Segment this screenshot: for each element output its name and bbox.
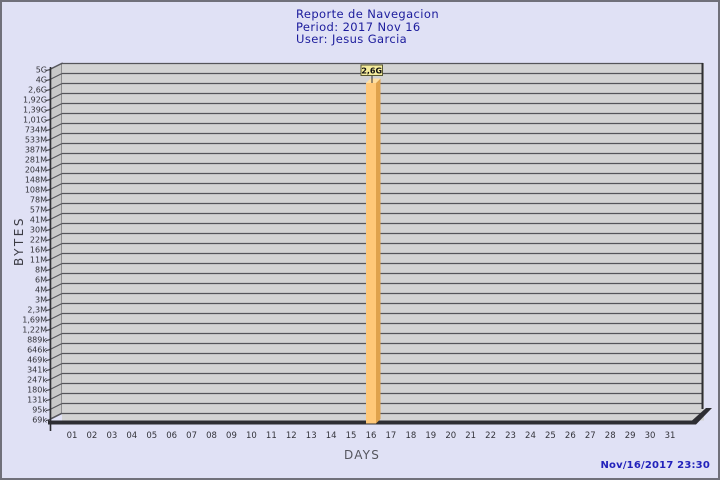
svg-text:95k: 95k bbox=[32, 405, 47, 414]
svg-text:24: 24 bbox=[525, 431, 536, 441]
report-header: Reporte de Navegacion Period: 2017 Nov 1… bbox=[296, 8, 439, 46]
svg-text:1,22M: 1,22M bbox=[22, 325, 47, 334]
svg-text:20: 20 bbox=[445, 431, 456, 441]
svg-text:108M: 108M bbox=[25, 185, 47, 194]
svg-text:6M: 6M bbox=[35, 275, 47, 284]
svg-text:18: 18 bbox=[405, 431, 416, 441]
svg-text:180k: 180k bbox=[27, 385, 47, 394]
svg-text:30M: 30M bbox=[30, 225, 47, 234]
svg-text:204M: 204M bbox=[25, 165, 47, 174]
svg-text:14: 14 bbox=[326, 431, 337, 441]
svg-text:13: 13 bbox=[306, 431, 317, 441]
generated-timestamp: Nov/16/2017 23:30 bbox=[600, 460, 710, 471]
svg-text:4M: 4M bbox=[35, 285, 47, 294]
svg-text:281M: 281M bbox=[25, 155, 47, 164]
svg-text:11: 11 bbox=[266, 431, 277, 441]
plot-area bbox=[62, 63, 704, 421]
svg-text:1,92G: 1,92G bbox=[23, 95, 47, 104]
svg-text:01: 01 bbox=[67, 431, 78, 441]
data-bar-day-16 bbox=[366, 78, 381, 424]
svg-text:2,6G: 2,6G bbox=[361, 66, 382, 75]
svg-text:02: 02 bbox=[87, 431, 98, 441]
svg-text:69k: 69k bbox=[32, 415, 47, 424]
svg-text:2,3M: 2,3M bbox=[27, 305, 47, 314]
report-period: Period: 2017 Nov 16 bbox=[296, 19, 421, 34]
report-title: Reporte de Navegacion bbox=[296, 7, 440, 21]
svg-text:06: 06 bbox=[166, 431, 177, 441]
svg-text:889k: 889k bbox=[27, 335, 47, 344]
svg-text:28: 28 bbox=[605, 431, 616, 441]
svg-text:131k: 131k bbox=[27, 395, 47, 404]
svg-text:22M: 22M bbox=[30, 235, 47, 244]
svg-text:1,39G: 1,39G bbox=[23, 105, 47, 114]
svg-text:08: 08 bbox=[206, 431, 217, 441]
svg-text:57M: 57M bbox=[30, 205, 47, 214]
gridlines bbox=[62, 62, 703, 415]
svg-text:1,69M: 1,69M bbox=[22, 315, 47, 324]
svg-text:4G: 4G bbox=[36, 75, 47, 84]
svg-text:26: 26 bbox=[565, 431, 576, 441]
svg-text:22: 22 bbox=[485, 431, 496, 441]
svg-text:533M: 533M bbox=[25, 135, 47, 144]
svg-text:341k: 341k bbox=[27, 365, 47, 374]
svg-text:29: 29 bbox=[625, 431, 636, 441]
svg-text:25: 25 bbox=[545, 431, 556, 441]
svg-text:12: 12 bbox=[286, 431, 297, 441]
svg-text:19: 19 bbox=[425, 431, 436, 441]
svg-text:30: 30 bbox=[645, 431, 656, 441]
y-axis-title: BYTES bbox=[12, 216, 26, 266]
svg-text:15: 15 bbox=[346, 431, 357, 441]
svg-text:16: 16 bbox=[366, 431, 377, 441]
y-axis-tick-labels: 5G4G2,6G1,92G1,39G1,01G734M533M387M281M2… bbox=[22, 65, 47, 424]
svg-text:734M: 734M bbox=[25, 125, 47, 134]
svg-text:78M: 78M bbox=[30, 195, 47, 204]
svg-text:387M: 387M bbox=[25, 145, 47, 154]
svg-text:07: 07 bbox=[186, 431, 197, 441]
svg-text:27: 27 bbox=[585, 431, 596, 441]
svg-text:1,01G: 1,01G bbox=[23, 115, 47, 124]
svg-text:11M: 11M bbox=[30, 255, 47, 264]
svg-text:469k: 469k bbox=[27, 355, 47, 364]
floor-3d-corner bbox=[692, 408, 712, 425]
svg-text:05: 05 bbox=[146, 431, 157, 441]
svg-text:03: 03 bbox=[106, 431, 117, 441]
svg-text:31: 31 bbox=[665, 431, 676, 441]
svg-text:247k: 247k bbox=[27, 375, 47, 384]
svg-text:5G: 5G bbox=[36, 65, 47, 74]
svg-text:09: 09 bbox=[226, 431, 237, 441]
svg-text:17: 17 bbox=[386, 431, 397, 441]
x-axis-title: DAYS bbox=[343, 448, 381, 462]
svg-text:8M: 8M bbox=[35, 265, 47, 274]
svg-text:10: 10 bbox=[246, 431, 257, 441]
x-axis-tick-labels: 01 02 03 04 05 06 07 08 09 10 11 12 13 14 15 16 17 18 19 20… bbox=[67, 431, 676, 441]
svg-text:646k: 646k bbox=[27, 345, 47, 354]
svg-text:148M: 148M bbox=[25, 175, 47, 184]
svg-text:04: 04 bbox=[126, 431, 137, 441]
svg-text:3M: 3M bbox=[35, 295, 47, 304]
svg-text:2,6G: 2,6G bbox=[28, 85, 47, 94]
report-user: User: Jesus Garcia bbox=[296, 32, 408, 46]
svg-text:21: 21 bbox=[465, 431, 476, 441]
svg-text:16M: 16M bbox=[30, 245, 47, 254]
svg-text:41M: 41M bbox=[30, 215, 47, 224]
bar-value-label: 2,6G bbox=[360, 64, 383, 83]
svg-text:23: 23 bbox=[505, 431, 516, 441]
